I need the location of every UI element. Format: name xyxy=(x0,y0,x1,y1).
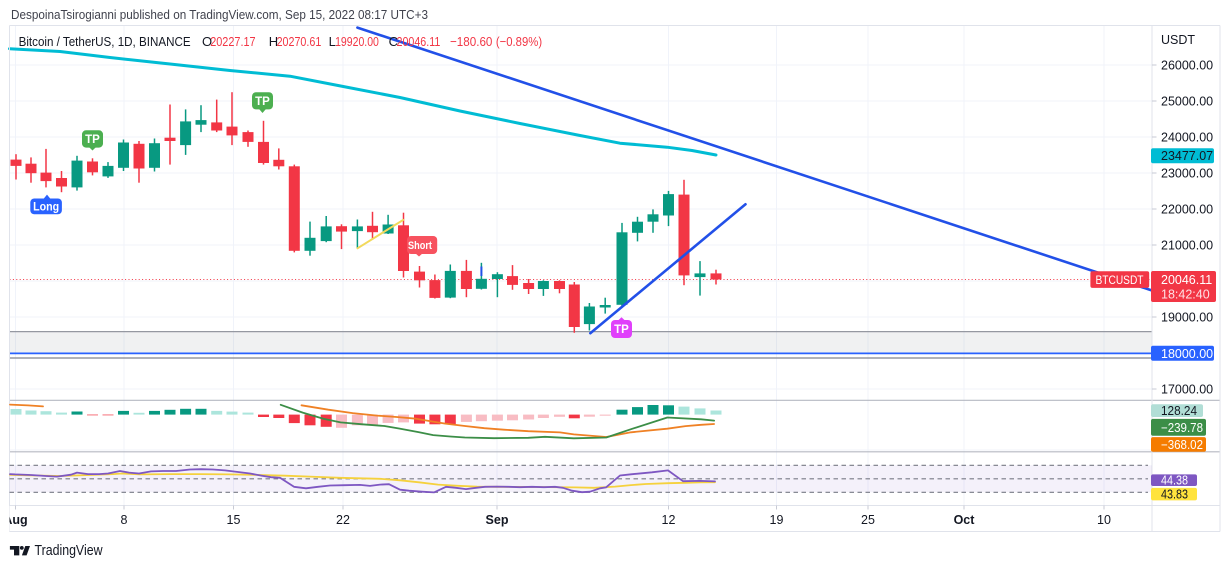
svg-text:20270.61: 20270.61 xyxy=(277,34,322,49)
svg-text:23477.07: 23477.07 xyxy=(1161,149,1213,163)
svg-text:10: 10 xyxy=(1097,513,1111,527)
svg-text:128.24: 128.24 xyxy=(1161,404,1197,418)
svg-text:21000.00: 21000.00 xyxy=(1161,239,1213,253)
svg-text:TradingView: TradingView xyxy=(35,543,103,559)
svg-text:Sep: Sep xyxy=(486,513,509,527)
svg-text:TP: TP xyxy=(255,96,270,108)
svg-text:19000.00: 19000.00 xyxy=(1161,311,1213,325)
svg-text:25000.00: 25000.00 xyxy=(1161,95,1213,109)
svg-text:44.38: 44.38 xyxy=(1161,474,1188,488)
svg-text:O: O xyxy=(202,34,212,49)
svg-text:Oct: Oct xyxy=(954,513,976,527)
svg-text:17000.00: 17000.00 xyxy=(1161,383,1213,397)
svg-text:Bitcoin / TetherUS, 1D, BINANC: Bitcoin / TetherUS, 1D, BINANCE xyxy=(19,34,191,49)
svg-text:26000.00: 26000.00 xyxy=(1161,59,1213,73)
svg-text:20046.11: 20046.11 xyxy=(397,34,441,49)
svg-text:19920.00: 19920.00 xyxy=(335,34,379,49)
svg-text:(−0.89%): (−0.89%) xyxy=(496,34,542,49)
svg-text:43.83: 43.83 xyxy=(1161,488,1188,502)
svg-text:12: 12 xyxy=(662,513,676,527)
svg-text:Long: Long xyxy=(33,202,59,214)
svg-text:24000.00: 24000.00 xyxy=(1161,131,1213,145)
svg-text:20046.11: 20046.11 xyxy=(1161,273,1212,287)
svg-text:18:42:40: 18:42:40 xyxy=(1161,288,1210,302)
svg-text:23000.00: 23000.00 xyxy=(1161,167,1213,181)
svg-text:19: 19 xyxy=(770,513,784,527)
svg-text:15: 15 xyxy=(227,513,241,527)
svg-text:8: 8 xyxy=(121,513,128,527)
svg-text:TP: TP xyxy=(614,324,629,336)
svg-text:−239.78: −239.78 xyxy=(1161,421,1203,435)
svg-text:20227.17: 20227.17 xyxy=(210,34,255,49)
svg-text:22000.00: 22000.00 xyxy=(1161,203,1213,217)
svg-text:25: 25 xyxy=(861,513,875,527)
svg-text:DespoinaTsirogianni published: DespoinaTsirogianni published on Trading… xyxy=(11,7,428,22)
svg-text:L: L xyxy=(329,34,336,49)
svg-text:−180.60: −180.60 xyxy=(450,34,492,49)
svg-text:TP: TP xyxy=(85,134,100,146)
svg-text:Short: Short xyxy=(408,240,432,252)
svg-text:BTCUSDT: BTCUSDT xyxy=(1096,273,1145,287)
svg-text:USDT: USDT xyxy=(1161,33,1195,47)
svg-text:−368.02: −368.02 xyxy=(1161,438,1203,452)
svg-text:H: H xyxy=(269,34,278,49)
svg-text:C: C xyxy=(389,34,398,49)
svg-text:22: 22 xyxy=(336,513,350,527)
svg-text:18000.00: 18000.00 xyxy=(1161,347,1213,361)
